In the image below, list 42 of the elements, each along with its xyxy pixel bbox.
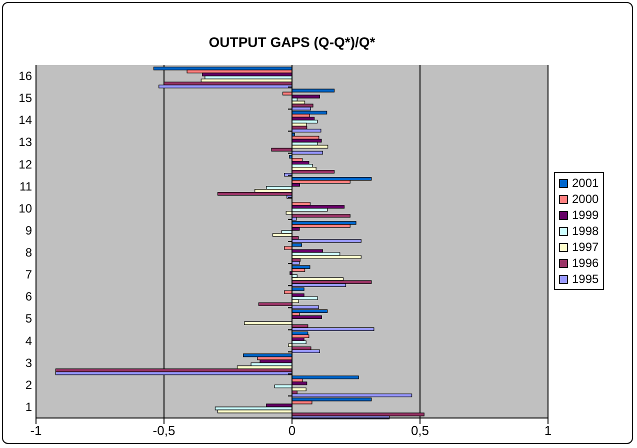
- bar: [292, 349, 320, 354]
- bar: [292, 327, 374, 331]
- y-tick-label: 14: [18, 113, 32, 128]
- bar: [292, 280, 372, 284]
- legend-label: 1996: [572, 255, 599, 271]
- y-tick-label: 3: [25, 356, 32, 370]
- y-tick-label: 11: [20, 179, 32, 194]
- bar: [292, 239, 362, 243]
- y-tick-label: 5: [25, 312, 32, 326]
- y-tick-label: 2: [25, 378, 32, 392]
- legend-label: 1998: [572, 223, 599, 239]
- legend-label: 2001: [572, 175, 599, 191]
- y-tick-label: 12: [18, 157, 32, 172]
- bar: [292, 340, 306, 344]
- bar: [292, 376, 359, 380]
- legend-label: 1999: [572, 207, 599, 223]
- bar: [292, 296, 318, 300]
- y-tick-label: 10: [18, 201, 32, 216]
- legend-label: 1995: [572, 271, 599, 287]
- y-tick-label: 16: [18, 69, 32, 84]
- chart-title: OUTPUT GAPS (Q-Q*)/Q*: [208, 34, 376, 50]
- y-tick-label: 7: [25, 268, 32, 282]
- y-tick-label: 15: [18, 91, 32, 106]
- x-tick-label: -1: [30, 423, 42, 438]
- bar: [292, 309, 328, 313]
- bar: [292, 255, 362, 259]
- x-tick-label: 0: [288, 423, 296, 438]
- x-tick-label: -0,5: [152, 423, 176, 438]
- y-tick-label: 8: [25, 246, 32, 260]
- bar: [292, 315, 322, 319]
- y-tick-label: 13: [18, 135, 32, 150]
- legend-label: 2000: [572, 191, 599, 207]
- x-tick-label: 1: [544, 423, 552, 438]
- y-tick-label: 6: [25, 290, 32, 304]
- y-tick-label: 9: [25, 223, 32, 238]
- bar: [292, 394, 412, 398]
- x-tick-label: 0,5: [410, 423, 430, 438]
- y-tick-label: 4: [25, 334, 32, 348]
- legend-label: 1997: [572, 239, 599, 255]
- y-tick-label: 1: [25, 400, 32, 414]
- bar: [292, 128, 322, 132]
- bar: [217, 192, 292, 196]
